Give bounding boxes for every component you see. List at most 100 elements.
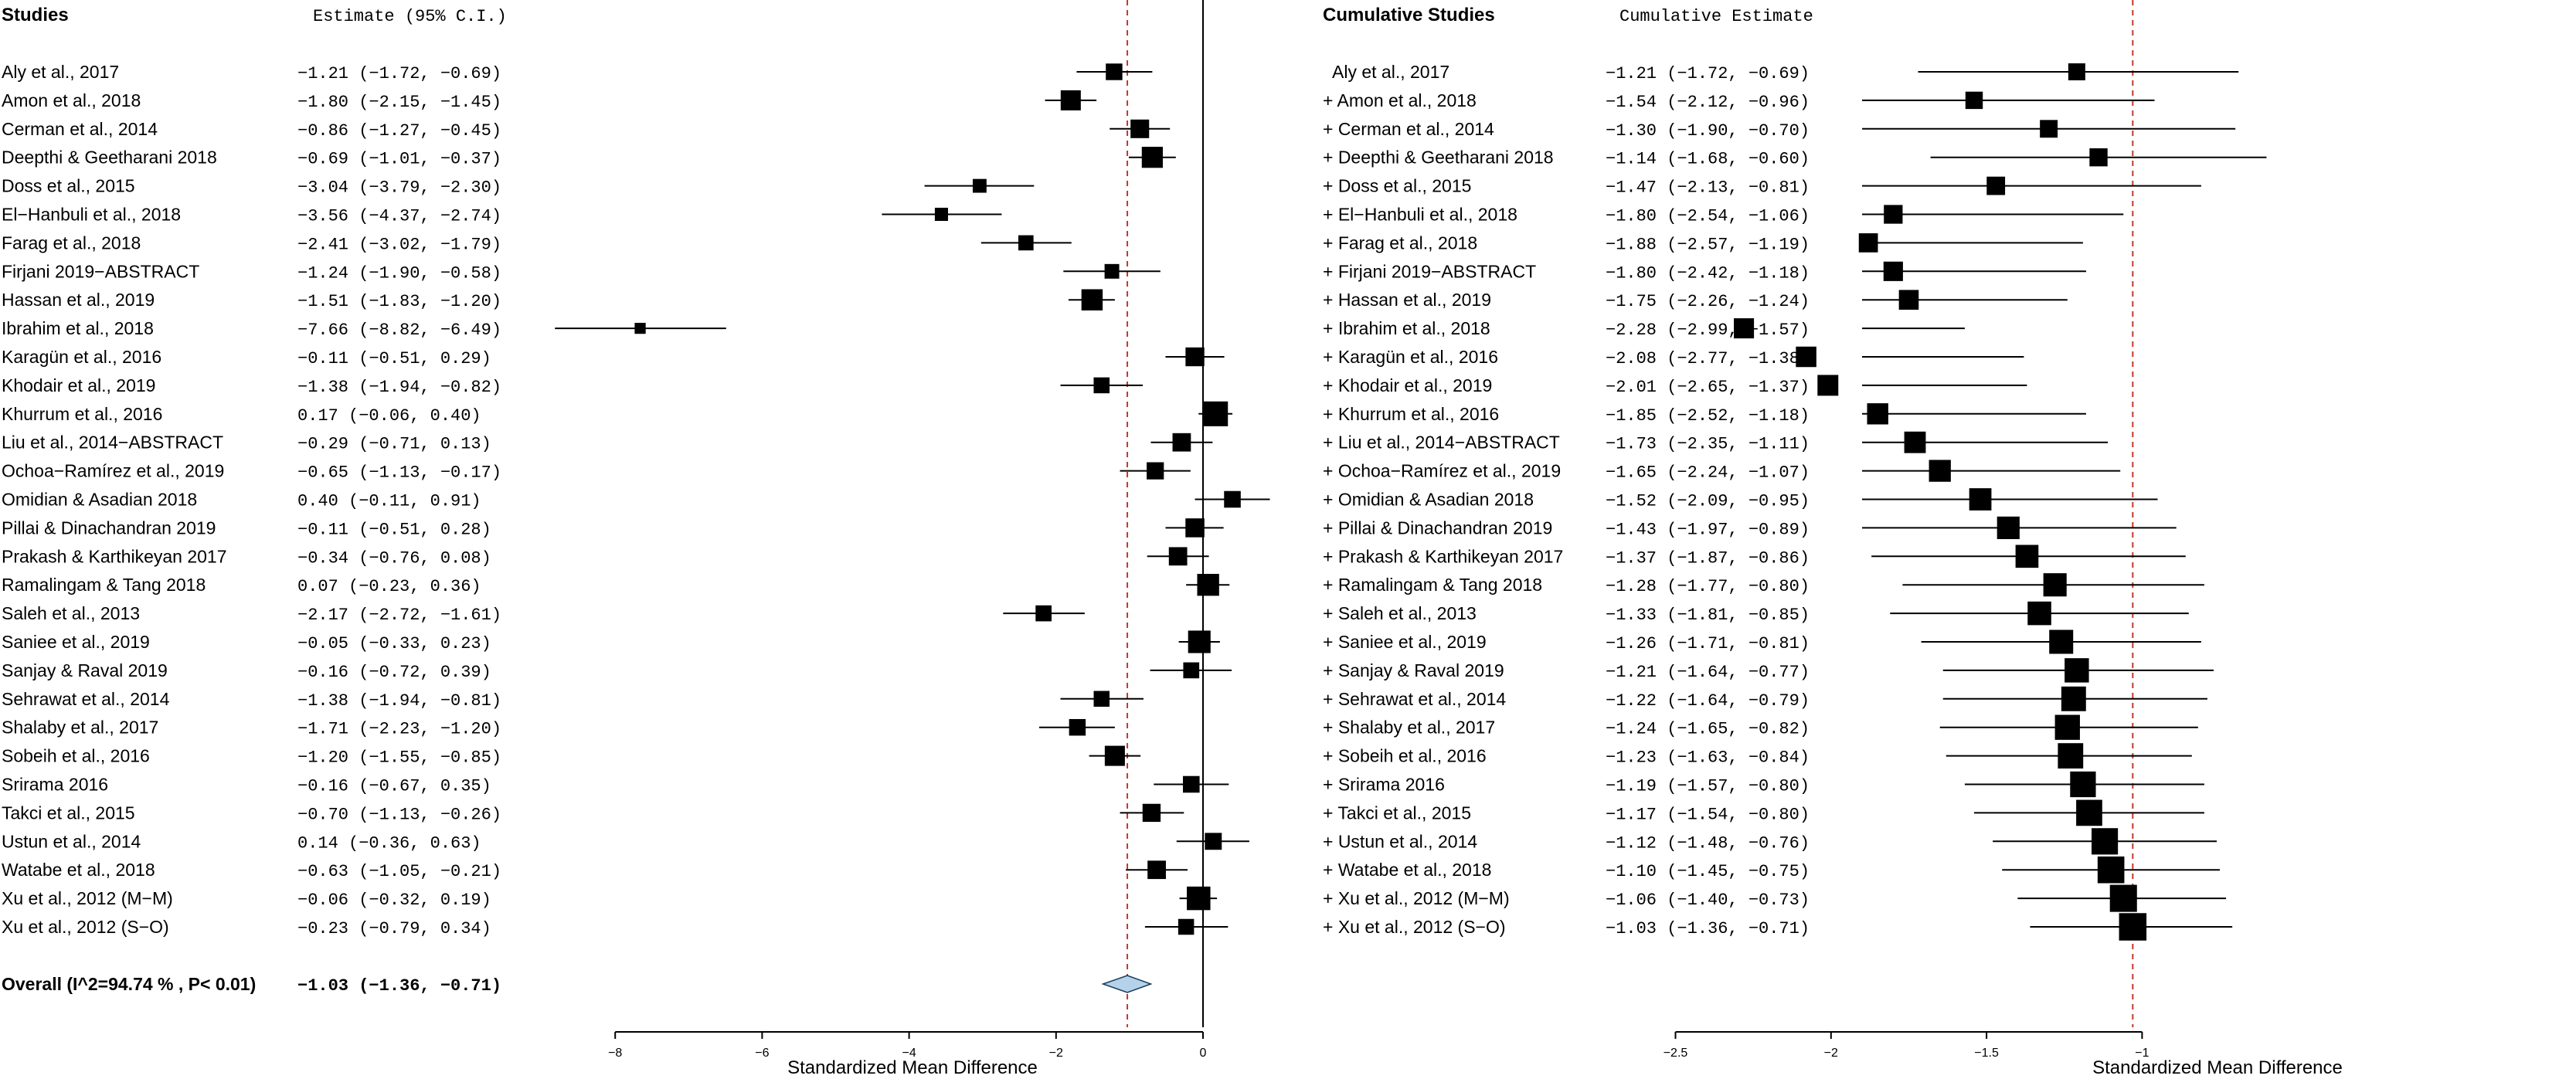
left-x-tick-label: −8 bbox=[608, 1047, 622, 1060]
left-x-tick-label: −4 bbox=[902, 1047, 916, 1060]
right-x-tick-label: −2 bbox=[1824, 1047, 1838, 1060]
right-study-estimate: −1.22 (−1.64, −0.79) bbox=[1606, 691, 1810, 711]
left-study-label: Saleh et al., 2013 bbox=[2, 603, 140, 623]
right-study-label: + Firjani 2019−ABSTRACT bbox=[1323, 261, 1536, 281]
right-study-label: + Khodair et al., 2019 bbox=[1323, 375, 1492, 395]
overall-diamond bbox=[1101, 975, 1153, 993]
left-study-label: Shalaby et al., 2017 bbox=[2, 718, 158, 738]
right-study-estimate: −2.28 (−2.99, −1.57) bbox=[1606, 321, 1810, 340]
left-study-label: Deepthi & Geetharani 2018 bbox=[2, 148, 217, 168]
left-study-marker bbox=[1203, 401, 1229, 426]
right-study-estimate: −1.21 (−1.72, −0.69) bbox=[1606, 64, 1810, 83]
left-study-label: Liu et al., 2014−ABSTRACT bbox=[2, 433, 223, 453]
right-study-label: + Sobeih et al., 2016 bbox=[1323, 746, 1487, 766]
right-study-label: + Khurrum et al., 2016 bbox=[1323, 404, 1499, 424]
left-study-label: Omidian & Asadian 2018 bbox=[2, 490, 197, 510]
right-study-marker bbox=[1986, 176, 2006, 195]
right-study-marker bbox=[1929, 460, 1951, 482]
left-study-marker bbox=[1197, 574, 1219, 596]
left-study-label: Farag et al., 2018 bbox=[2, 232, 141, 253]
left-study-label: Sehrawat et al., 2014 bbox=[2, 689, 170, 709]
left-study-estimate: −2.41 (−3.02, −1.79) bbox=[297, 235, 501, 254]
right-study-label: + Shalaby et al., 2017 bbox=[1323, 718, 1495, 738]
right-study-estimate: −1.52 (−2.09, −0.95) bbox=[1606, 492, 1810, 511]
left-study-label: El−Hanbuli et al., 2018 bbox=[2, 205, 181, 225]
left-study-marker bbox=[1183, 775, 1200, 793]
left-study-marker bbox=[1185, 347, 1205, 367]
right-study-marker bbox=[2065, 658, 2089, 683]
left-study-estimate: −0.11 (−0.51, 0.29) bbox=[297, 349, 491, 368]
left-study-label: Amon et al., 2018 bbox=[2, 90, 141, 110]
left-header-studies: Studies bbox=[2, 5, 69, 25]
left-study-marker bbox=[1172, 433, 1191, 452]
right-study-label: + Sehrawat et al., 2014 bbox=[1323, 689, 1506, 709]
left-study-marker bbox=[634, 322, 646, 334]
left-study-estimate: −1.71 (−2.23, −1.20) bbox=[297, 720, 501, 739]
right-study-estimate: −1.75 (−2.26, −1.24) bbox=[1606, 292, 1810, 311]
left-study-estimate: −0.23 (−0.79, 0.34) bbox=[297, 919, 491, 938]
left-study-marker bbox=[1187, 886, 1211, 911]
left-study-label: Xu et al., 2012 (S−O) bbox=[2, 917, 169, 937]
right-study-marker bbox=[1904, 431, 1926, 453]
left-header-estimate: Estimate (95% C.I.) bbox=[313, 7, 507, 26]
left-study-label: Srirama 2016 bbox=[2, 775, 108, 795]
right-study-label: + Ochoa−Ramírez et al., 2019 bbox=[1323, 461, 1561, 481]
left-study-label: Doss et al., 2015 bbox=[2, 176, 135, 196]
right-study-label: + Ibrahim et al., 2018 bbox=[1323, 318, 1490, 338]
right-study-label: + Saniee et al., 2019 bbox=[1323, 632, 1487, 652]
right-study-estimate: −1.19 (−1.57, −0.80) bbox=[1606, 777, 1810, 796]
right-study-estimate: −1.03 (−1.36, −0.71) bbox=[1606, 919, 1810, 938]
left-study-estimate: −1.24 (−1.90, −0.58) bbox=[297, 263, 501, 283]
left-study-label: Sobeih et al., 2016 bbox=[2, 746, 150, 766]
right-study-marker bbox=[2097, 856, 2125, 884]
left-study-estimate: −1.80 (−2.15, −1.45) bbox=[297, 93, 501, 112]
left-study-marker bbox=[972, 178, 987, 193]
left-forest-plot: Aly et al., 2017 −1.21 (−1.72, −0.69) Amon… bbox=[2, 0, 1270, 1078]
right-study-estimate: −1.28 (−1.77, −0.80) bbox=[1606, 577, 1810, 596]
left-study-marker bbox=[1205, 833, 1222, 850]
left-study-marker bbox=[1142, 803, 1161, 823]
left-study-marker bbox=[1188, 630, 1211, 653]
left-study-estimate: −3.56 (−4.37, −2.74) bbox=[297, 207, 501, 226]
right-study-marker bbox=[1858, 233, 1878, 253]
right-study-estimate: −1.80 (−2.42, −1.18) bbox=[1606, 263, 1810, 283]
right-study-label: + Xu et al., 2012 (M−M) bbox=[1323, 888, 1510, 908]
right-study-marker bbox=[2049, 629, 2074, 654]
left-study-label: Cerman et al., 2014 bbox=[2, 119, 158, 139]
right-study-label: + Liu et al., 2014−ABSTRACT bbox=[1323, 433, 1560, 453]
left-study-label: Karagün et al., 2016 bbox=[2, 347, 161, 367]
right-study-label: + Pillai & Dinachandran 2019 bbox=[1323, 517, 1552, 538]
right-study-label: Aly et al., 2017 bbox=[1332, 62, 1449, 82]
right-study-label: + Xu et al., 2012 (S−O) bbox=[1323, 917, 1506, 937]
right-study-marker bbox=[2070, 771, 2096, 798]
right-study-estimate: −1.17 (−1.54, −0.80) bbox=[1606, 805, 1810, 824]
left-study-label: Hassan et al., 2019 bbox=[2, 290, 155, 310]
left-study-label: Firjani 2019−ABSTRACT bbox=[2, 261, 199, 281]
right-study-label: + Watabe et al., 2018 bbox=[1323, 860, 1491, 880]
left-x-tick-label: 0 bbox=[1200, 1047, 1207, 1060]
right-study-estimate: −1.30 (−1.90, −0.70) bbox=[1606, 121, 1810, 141]
left-study-marker bbox=[934, 207, 948, 222]
right-study-marker bbox=[2068, 63, 2085, 80]
left-study-marker bbox=[1106, 63, 1123, 80]
right-study-marker bbox=[2054, 714, 2080, 740]
left-study-marker bbox=[1178, 918, 1195, 935]
overall-label: Overall (I^2=94.74 % , P< 0.01) bbox=[2, 974, 256, 994]
right-study-marker bbox=[2061, 686, 2086, 711]
right-study-marker bbox=[1997, 516, 2020, 539]
right-study-label: + Farag et al., 2018 bbox=[1323, 232, 1477, 253]
right-study-estimate: −1.26 (−1.71, −0.81) bbox=[1606, 634, 1810, 653]
left-study-estimate: −0.63 (−1.05, −0.21) bbox=[297, 862, 501, 881]
right-study-label: + Sanjay & Raval 2019 bbox=[1323, 660, 1504, 680]
right-study-label: + El−Hanbuli et al., 2018 bbox=[1323, 205, 1517, 225]
right-study-estimate: −1.14 (−1.68, −0.60) bbox=[1606, 150, 1810, 169]
right-study-marker bbox=[2015, 545, 2039, 568]
left-study-label: Khodair et al., 2019 bbox=[2, 375, 155, 395]
right-study-marker bbox=[1965, 91, 1983, 110]
right-header-estimate: Cumulative Estimate bbox=[1619, 7, 1813, 26]
right-x-tick-label: −1.5 bbox=[1974, 1047, 1999, 1060]
left-study-label: Takci et al., 2015 bbox=[2, 802, 135, 823]
right-study-estimate: −1.10 (−1.45, −0.75) bbox=[1606, 862, 1810, 881]
right-study-marker bbox=[2092, 828, 2119, 855]
